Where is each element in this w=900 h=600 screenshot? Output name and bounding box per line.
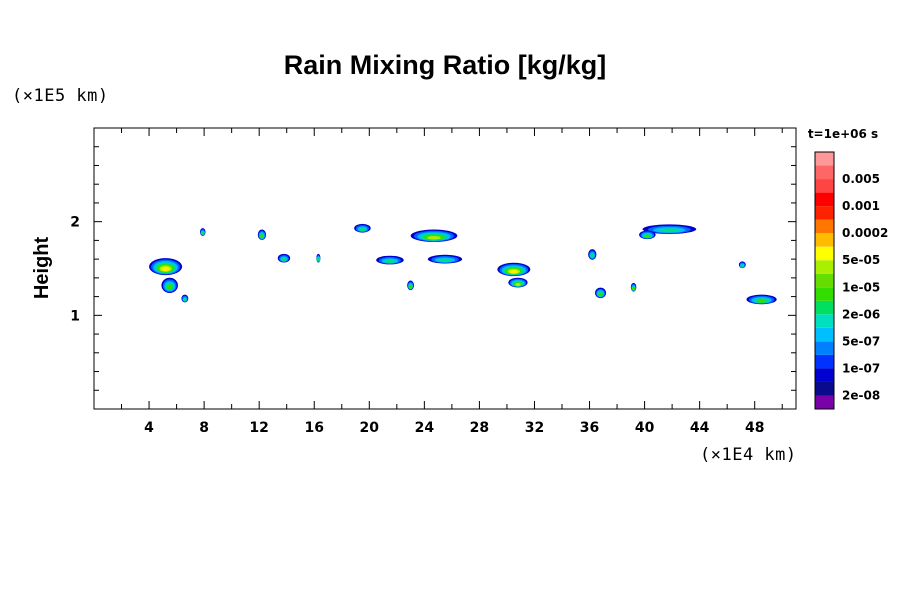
x-tick-label: 24: [415, 420, 435, 436]
cloud-contour: [438, 258, 452, 263]
cloud-contour: [384, 259, 396, 264]
cloud-region: [497, 262, 531, 277]
cloud-contour: [166, 284, 173, 290]
colorbar-swatch: [815, 192, 834, 207]
colorbar-swatch: [815, 327, 834, 342]
cloud-contour: [359, 227, 366, 232]
colorbar-swatch: [815, 179, 834, 193]
cloud-contour: [644, 234, 651, 238]
colorbar-label: 0.005: [842, 172, 880, 186]
colorbar-label: 2e-08: [842, 388, 880, 402]
x-tick-label: 36: [580, 420, 599, 436]
cloud-region: [427, 254, 463, 264]
chart-title: Rain Mixing Ratio [kg/kg]: [284, 50, 607, 80]
cloud-contour: [515, 283, 521, 287]
x-axis: 4 8 12 16 20 24 28 32 36 40 44 48: [121, 128, 783, 436]
x-tick-label: 12: [249, 420, 268, 436]
cloud-region: [738, 261, 746, 269]
colorbar-swatch: [815, 381, 834, 396]
colorbar-swatch: [815, 260, 834, 274]
colorbar-swatch: [815, 287, 834, 301]
colorbar-swatch: [815, 206, 834, 220]
cloud-contour: [182, 298, 187, 302]
cloud-contour: [590, 253, 595, 258]
cloud-contour: [200, 231, 205, 235]
x-tick-label: 48: [745, 420, 764, 436]
colorbar-legend: 2e-08 1e-07 5e-07 2e-06 1e-05 5e-05 0.0002 0.00…: [814, 151, 888, 410]
cloud-contour: [756, 299, 767, 303]
colorbar-label: 0.001: [842, 199, 880, 213]
cloud-region: [149, 258, 183, 276]
y-axis-label: Height: [31, 237, 53, 300]
cloud-region: [410, 229, 458, 242]
colorbar-label: 5e-05: [842, 253, 880, 267]
cloud-region: [639, 230, 656, 240]
colorbar-frame: [814, 151, 835, 410]
colorbar-label: 2e-06: [842, 307, 880, 321]
colorbar-swatch: [815, 246, 834, 261]
colorbar-swatch: [815, 165, 834, 180]
colorbar-swatch: [815, 152, 834, 166]
cloud-contour: [658, 228, 681, 233]
cloud-region: [407, 280, 415, 291]
cloud-region: [316, 253, 321, 263]
colorbar-swatch: [815, 233, 834, 247]
cloud-contour: [161, 266, 170, 272]
cloud-contour: [740, 264, 745, 268]
precipitation-field: [149, 223, 777, 305]
colorbar-label: 1e-07: [842, 361, 880, 375]
cloud-region: [588, 249, 597, 260]
cloud-contour: [408, 285, 413, 289]
y-axis: 12: [70, 146, 796, 391]
colorbar-label: 5e-07: [842, 334, 880, 348]
colorbar-swatch: [815, 395, 834, 409]
plot-frame: [93, 127, 797, 410]
cloud-region: [642, 224, 697, 234]
x-tick-label: 16: [304, 420, 323, 436]
y-unit-label: (×1E5 km): [12, 86, 109, 106]
colorbar-swatch: [815, 354, 834, 369]
cloud-contour: [631, 287, 636, 291]
cloud-region: [257, 229, 267, 241]
cloud-contour: [509, 270, 518, 274]
cloud-region: [376, 255, 404, 265]
cloud-region: [595, 287, 607, 299]
x-unit-label: (×1E4 km): [700, 445, 797, 465]
cloud-contour: [427, 235, 441, 240]
x-tick-label: 20: [360, 420, 380, 436]
colorbar-swatch: [815, 273, 834, 288]
cloud-contour: [281, 257, 287, 262]
cloud-region: [181, 294, 189, 303]
x-tick-label: 4: [144, 420, 154, 436]
colorbar-label: 0.0002: [842, 226, 888, 240]
cloud-region: [354, 223, 371, 233]
x-tick-label: 44: [690, 420, 710, 436]
cloud-region: [199, 228, 206, 236]
cloud-region: [746, 294, 777, 305]
time-label: t=1e+06 s: [808, 127, 878, 141]
cloud-region: [508, 277, 528, 288]
cloud-region: [630, 282, 637, 292]
cloud-region: [277, 253, 291, 263]
y-tick-label: 2: [70, 215, 80, 231]
cloud-contour: [316, 257, 321, 262]
colorbar-label: 1e-05: [842, 280, 880, 294]
colorbar-swatch: [815, 341, 834, 355]
cloud-contour: [598, 292, 603, 297]
y-tick-label: 1: [70, 308, 80, 324]
colorbar-swatch: [815, 314, 834, 328]
colorbar-swatch: [815, 368, 834, 382]
cloud-contour: [259, 234, 264, 239]
x-tick-label: 8: [199, 420, 209, 436]
x-tick-label: 40: [635, 420, 655, 436]
colorbar-swatch: [815, 219, 834, 234]
x-tick-label: 28: [470, 420, 489, 436]
colorbar-swatch: [815, 300, 834, 315]
cloud-region: [161, 277, 178, 293]
x-tick-label: 32: [525, 420, 544, 436]
